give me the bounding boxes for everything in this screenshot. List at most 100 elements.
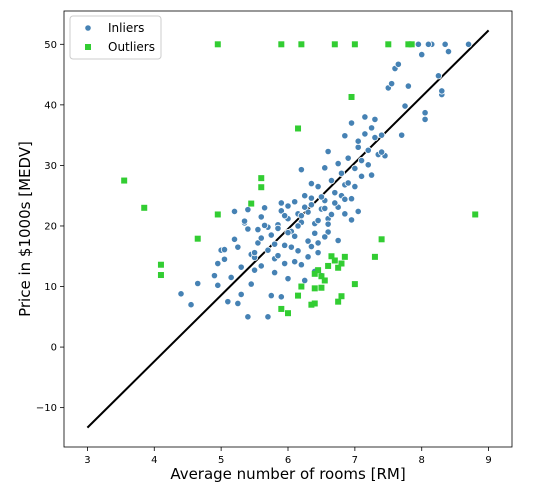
inlier-point (394, 60, 402, 68)
inlier-point (294, 247, 302, 255)
inlier-point (337, 169, 346, 177)
inlier-point (314, 249, 322, 257)
inlier-point (324, 147, 332, 156)
legend: Inliers Outliers (69, 15, 162, 60)
outlier-point (318, 273, 325, 280)
inlier-point (277, 199, 285, 207)
inlier-point (344, 179, 352, 187)
x-tick-label: 8 (419, 455, 425, 466)
inlier-point (371, 115, 379, 123)
outlier-point (371, 253, 378, 260)
x-ticks: 3 4 5 6 7 8 9 (84, 447, 492, 466)
inlier-point (444, 47, 453, 56)
inlier-point (271, 240, 279, 248)
outlier-point (331, 41, 338, 48)
inlier-point (301, 276, 309, 285)
inlier-point (244, 206, 252, 214)
inlier-point (287, 243, 295, 251)
inlier-point (194, 279, 202, 288)
outlier-point (214, 41, 221, 48)
x-tick-label: 9 (485, 455, 491, 466)
inlier-point (324, 220, 332, 228)
y-tick-label: −10 (36, 403, 57, 414)
outlier-point (338, 260, 345, 267)
outlier-point (308, 301, 315, 308)
outlier-point (285, 310, 291, 317)
outlier-point (311, 285, 318, 292)
inlier-point (271, 268, 279, 277)
inlier-point (281, 259, 289, 268)
inlier-point (367, 124, 376, 132)
outlier-point (295, 292, 302, 299)
inlier-point (371, 133, 379, 142)
outlier-point (378, 236, 385, 243)
inlier-point (327, 210, 336, 219)
outlier-point (157, 261, 164, 268)
inlier-point (334, 160, 342, 168)
inlier-point (267, 231, 275, 239)
inlier-point (357, 172, 366, 180)
outlier-point (351, 41, 358, 48)
outlier-point (278, 41, 285, 48)
outlier-point (141, 204, 148, 211)
inlier-point (304, 253, 312, 261)
inlier-point (307, 242, 316, 251)
inlier-point (331, 189, 339, 197)
inlier-point (361, 113, 369, 121)
inlier-point (277, 207, 285, 215)
inlier-point (294, 222, 302, 230)
inlier-point (297, 166, 305, 174)
inlier-point (260, 204, 269, 212)
inlier-point (240, 217, 249, 225)
inlier-point (364, 161, 372, 169)
outlier-point (298, 283, 305, 290)
inlier-point (267, 292, 275, 300)
inlier-point (274, 224, 282, 232)
inlier-point (321, 233, 329, 241)
outlier-point (315, 267, 322, 274)
outlier-point (472, 211, 479, 218)
inlier-point (354, 143, 362, 151)
legend-inliers-label: Inliers (108, 21, 144, 35)
x-tick-label: 4 (151, 455, 157, 466)
inlier-point (304, 208, 312, 216)
y-tick-label: 50 (44, 40, 57, 51)
inlier-point (297, 261, 305, 269)
inlier-point (347, 195, 356, 203)
outlier-point (325, 262, 332, 269)
inlier-point (378, 148, 386, 156)
outlier-point (278, 305, 285, 312)
outlier-point (335, 264, 342, 271)
inlier-point (378, 131, 386, 139)
outlier-point (194, 235, 201, 242)
inlier-point (254, 239, 262, 247)
inlier-point (434, 72, 443, 80)
inlier-point (177, 290, 185, 298)
outlier-point (311, 270, 318, 277)
inlier-point (291, 232, 299, 240)
inlier-point (250, 266, 259, 274)
inlier-point (401, 102, 409, 110)
inlier-point (398, 131, 406, 139)
inlier-point (307, 179, 316, 188)
inlier-point (281, 212, 289, 220)
inlier-point (297, 212, 305, 220)
inlier-point (224, 298, 232, 306)
inlier-point (361, 130, 369, 138)
inlier-point (274, 252, 282, 260)
inlier-point (364, 146, 372, 154)
outlier-point (408, 41, 415, 48)
inlier-point (234, 243, 242, 251)
inlier-point (351, 164, 359, 173)
inlier-point (237, 290, 245, 298)
inlier-point (291, 198, 299, 206)
inlier-point (220, 255, 229, 263)
y-tick-label: 10 (44, 282, 57, 293)
y-tick-label: 0 (51, 343, 57, 354)
outlier-point (338, 293, 345, 300)
outlier-point (385, 41, 392, 48)
inlier-point (334, 236, 342, 245)
inlier-point (284, 229, 292, 237)
outlier-point (341, 253, 348, 260)
